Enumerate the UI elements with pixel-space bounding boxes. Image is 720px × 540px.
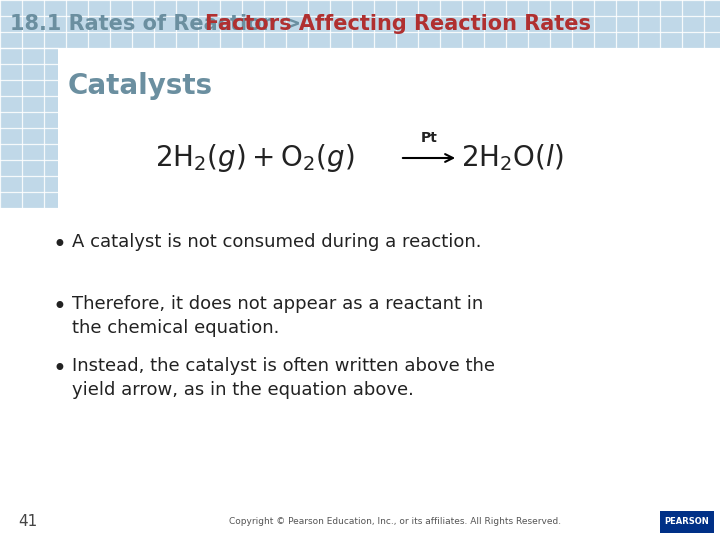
Text: $\mathregular{2H_2O(}$$\mathit{l}$$\mathregular{)}$: $\mathregular{2H_2O(}$$\mathit{l}$$\math… (461, 143, 564, 173)
Text: Instead, the catalyst is often written above the
yield arrow, as in the equation: Instead, the catalyst is often written a… (72, 357, 495, 399)
Text: A catalyst is not consumed during a reaction.: A catalyst is not consumed during a reac… (72, 233, 482, 251)
Text: $\mathregular{2H_2(}$$\mathit{g}$$\mathregular{) + O_2(}$$\mathit{g}$$\mathregul: $\mathregular{2H_2(}$$\mathit{g}$$\mathr… (155, 142, 354, 174)
Text: Factors Affecting Reaction Rates: Factors Affecting Reaction Rates (205, 14, 591, 34)
Text: Catalysts: Catalysts (68, 72, 213, 100)
Text: •: • (52, 295, 66, 319)
Bar (660, 511, 714, 533)
Text: 41: 41 (18, 515, 37, 530)
Text: Copyright © Pearson Education, Inc., or its affiliates. All Rights Reserved.: Copyright © Pearson Education, Inc., or … (229, 517, 561, 526)
Text: PEARSON: PEARSON (665, 517, 709, 526)
Text: Therefore, it does not appear as a reactant in
the chemical equation.: Therefore, it does not appear as a react… (72, 295, 483, 338)
Text: •: • (52, 233, 66, 257)
Bar (0, 0, 720, 48)
Text: Pt: Pt (420, 131, 438, 145)
Text: 18.1 Rates of Reaction >: 18.1 Rates of Reaction > (10, 14, 308, 34)
Text: •: • (52, 357, 66, 381)
Bar (0, 48, 58, 208)
